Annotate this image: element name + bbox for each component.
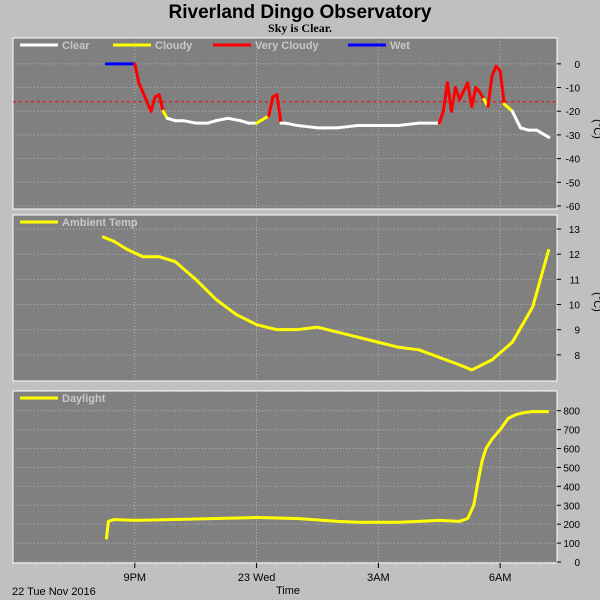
y-tick-label: 800 bbox=[563, 407, 580, 418]
x-tick-label: 6AM bbox=[489, 572, 512, 584]
x-axis-title: Time bbox=[276, 585, 300, 597]
series-segment-very-cloudy bbox=[157, 93, 165, 113]
chart-subtitle: Sky is Clear. bbox=[268, 21, 332, 35]
series-segment-clear bbox=[182, 119, 198, 125]
y-tick-label: -40 bbox=[566, 155, 581, 166]
series-segment-very-cloudy bbox=[490, 64, 498, 78]
y-tick-label: 0 bbox=[574, 60, 580, 71]
y-tick-label: 100 bbox=[563, 539, 580, 550]
series-segment-clear bbox=[397, 121, 421, 127]
y-tick-label: 600 bbox=[563, 445, 580, 456]
series-segment-very-cloudy bbox=[449, 86, 458, 113]
ambient-temperature-panel: 8 9 10 11 12 13 (°C) Ambient Temp bbox=[12, 214, 600, 382]
sky-temperature-panel: 0 -10 -20 -30 -40 -50 -60 (°C) Clear Cloudy Very C… bbox=[12, 37, 600, 213]
series-segment-clear bbox=[283, 121, 299, 127]
series-segment-very-cloudy bbox=[486, 74, 494, 108]
series-segment-clear bbox=[214, 116, 230, 123]
y-tick-label: 11 bbox=[570, 275, 581, 286]
series-segment-clear bbox=[510, 109, 522, 130]
daylight-panel: 0 100 200 300 400 500 600 700 800 Daylight bbox=[12, 390, 580, 569]
y-tick-label: -50 bbox=[566, 178, 581, 189]
series-segment-very-cloudy bbox=[437, 109, 445, 125]
series-segment-very-cloudy bbox=[137, 81, 145, 94]
x-tick-label: 3AM bbox=[367, 572, 390, 584]
series-segment-clear bbox=[539, 131, 551, 139]
y-tick-label: 500 bbox=[563, 463, 580, 474]
date-label: 22 Tue Nov 2016 bbox=[12, 586, 96, 598]
series-segment-very-cloudy bbox=[133, 62, 141, 85]
y-tick-label: 0 bbox=[574, 558, 580, 569]
y-tick-label: -10 bbox=[566, 84, 581, 95]
legend-label: Wet bbox=[390, 40, 410, 52]
y-tick-label: -60 bbox=[566, 202, 581, 213]
series-segment-very-cloudy bbox=[141, 90, 149, 104]
y-axis-unit: (°C) bbox=[591, 119, 600, 139]
series-segment-clear bbox=[336, 123, 360, 130]
series-line-daylight bbox=[104, 410, 549, 540]
legend-label: Very Cloudy bbox=[255, 40, 319, 52]
y-tick-label: 12 bbox=[569, 250, 581, 261]
y-tick-label: 200 bbox=[563, 520, 580, 531]
legend-label: Daylight bbox=[62, 393, 106, 405]
series-segment-cloudy bbox=[502, 102, 514, 113]
series-segment-very-cloudy bbox=[498, 69, 506, 106]
y-tick-label: 9 bbox=[574, 326, 580, 337]
y-tick-label: 8 bbox=[574, 351, 580, 362]
y-tick-label: -20 bbox=[566, 107, 581, 118]
series-segment-very-cloudy bbox=[470, 86, 478, 108]
x-tick-label: 23 Wed bbox=[238, 572, 276, 584]
plot-area bbox=[12, 390, 558, 564]
y-tick-label: 10 bbox=[569, 301, 581, 312]
y-tick-label: 13 bbox=[569, 225, 581, 236]
series-segment-very-cloudy bbox=[275, 93, 283, 125]
legend-label: Clear bbox=[62, 40, 90, 52]
x-tick-label: 9PM bbox=[123, 572, 146, 584]
chart-title: Riverland Dingo Observatory bbox=[169, 2, 432, 23]
series-segment-very-cloudy bbox=[458, 81, 470, 101]
y-axis-unit: (°C) bbox=[591, 292, 600, 312]
x-axis: 9PM 23 Wed 3AM 6AM bbox=[123, 563, 511, 584]
y-tick-label: 300 bbox=[563, 501, 580, 512]
series-segment-cloudy bbox=[255, 114, 271, 125]
legend-label: Cloudy bbox=[155, 40, 193, 52]
series-segment-clear bbox=[295, 123, 319, 130]
plot-area bbox=[12, 214, 558, 382]
series-line-ambient bbox=[101, 235, 551, 372]
legend-label: Ambient Temp bbox=[62, 217, 138, 229]
y-tick-label: 400 bbox=[563, 482, 580, 493]
y-tick-label: 700 bbox=[563, 426, 580, 437]
y-tick-label: -30 bbox=[566, 131, 581, 142]
series-segment-very-cloudy bbox=[149, 95, 157, 113]
series-segment-clear bbox=[226, 116, 242, 123]
series-segment-very-cloudy bbox=[267, 95, 275, 118]
